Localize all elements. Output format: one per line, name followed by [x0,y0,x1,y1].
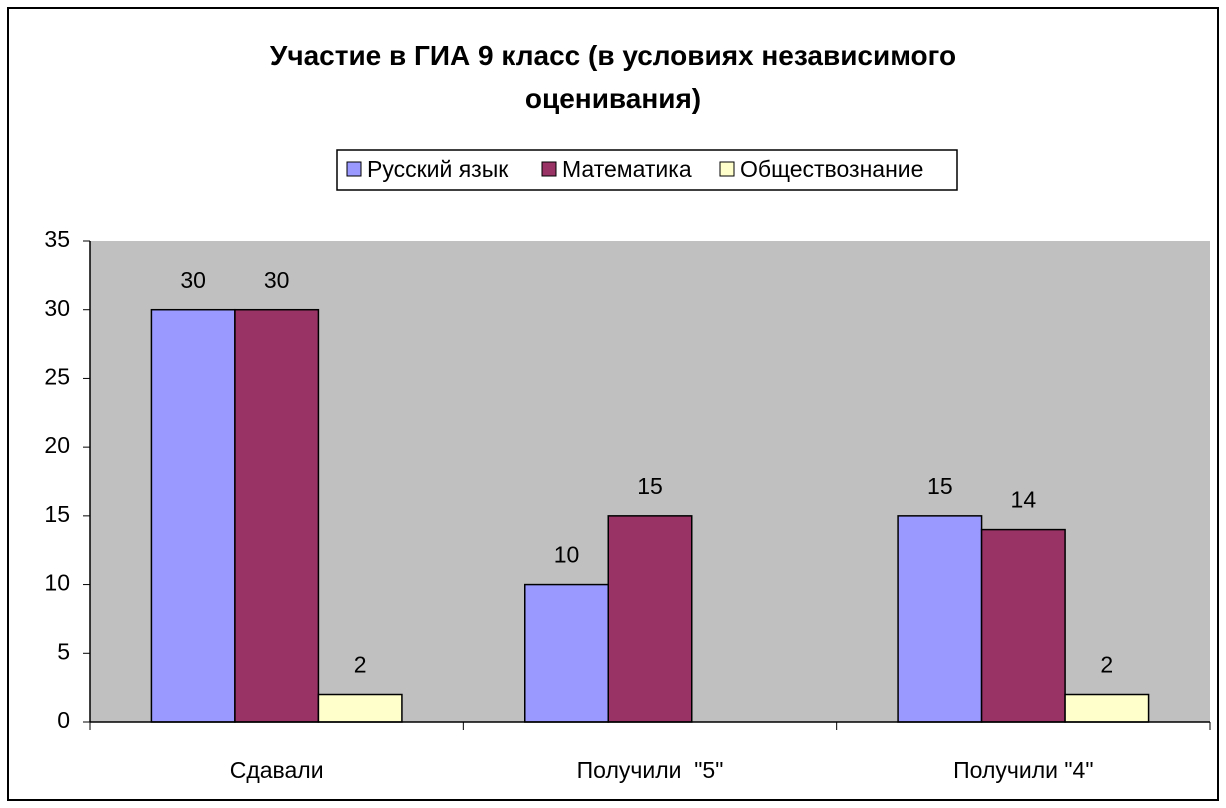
legend-label: Математика [562,156,692,182]
bar [1064,693,1150,723]
bar [234,308,320,723]
data-label: 15 [927,473,953,499]
bar [897,515,983,723]
y-tick-label: 20 [44,432,70,458]
bar [150,308,236,723]
data-label: 30 [264,267,290,293]
y-tick-label: 25 [44,364,70,390]
data-label: 2 [354,652,367,678]
y-tick-label: 35 [44,226,70,252]
bar [317,693,403,723]
y-tick-label: 15 [44,501,70,527]
data-label: 2 [1100,652,1113,678]
legend-label: Русский язык [367,156,509,182]
bar [524,583,609,723]
legend-swatch [346,161,362,177]
data-label: 30 [180,267,206,293]
y-tick-label: 30 [44,295,70,321]
data-label: 15 [637,473,663,499]
y-tick-label: 10 [44,570,70,596]
x-tick-label: Сдавали [230,757,324,783]
data-label: 14 [1011,487,1037,513]
x-tick-label: Получили "5" [577,757,724,783]
chart-title: Участие в ГИА 9 класс (в условиях незави… [269,40,964,114]
legend-swatch [719,161,735,177]
data-label: 10 [554,542,580,568]
bar [607,515,693,723]
x-tick-label: Получили "4" [953,757,1093,783]
bar [980,528,1066,723]
legend-label: Обществознание [740,156,923,182]
y-tick-label: 5 [57,638,70,664]
legend-box [336,149,958,191]
legend-swatch [541,161,557,177]
y-tick-label: 0 [57,707,70,733]
